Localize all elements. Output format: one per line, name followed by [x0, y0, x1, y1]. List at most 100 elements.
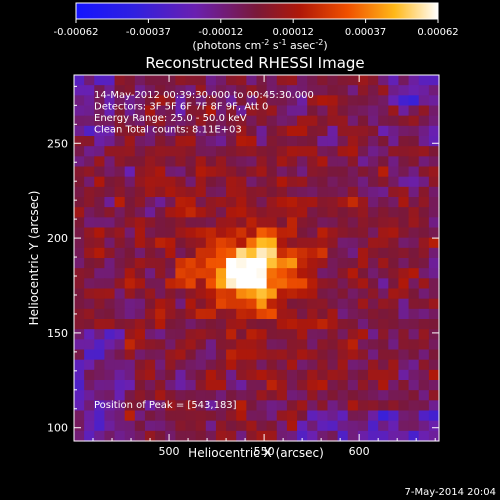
heatmap-cell: [195, 410, 207, 422]
heatmap-cell: [378, 298, 389, 310]
heatmap-cell: [398, 308, 410, 320]
heatmap-cell: [368, 146, 379, 157]
heatmap-cell: [205, 288, 217, 300]
heatmap-cell: [84, 410, 95, 422]
heatmap-cell: [357, 136, 369, 147]
heatmap-cell: [175, 146, 187, 157]
heatmap-cell: [246, 75, 258, 86]
heatmap-cell: [94, 420, 106, 432]
heatmap-cell: [398, 75, 410, 86]
heatmap-image: [74, 75, 440, 442]
heatmap-cell: [388, 156, 400, 168]
colorbar-tick-label: -0.00012: [198, 27, 243, 38]
heatmap-cell: [175, 319, 187, 330]
heatmap-cell: [114, 319, 126, 330]
heatmap-cell: [266, 85, 278, 96]
heatmap-cell: [175, 125, 187, 137]
heatmap-cell: [398, 319, 410, 330]
heatmap-cell: [368, 268, 379, 279]
heatmap-cell: [388, 186, 400, 198]
heatmap-cell: [408, 380, 420, 391]
heatmap-cell: [347, 369, 359, 381]
heatmap-cell: [155, 288, 166, 300]
heatmap-cell: [94, 156, 106, 168]
heatmap-cell: [418, 197, 430, 208]
heatmap-cell: [104, 319, 116, 330]
heatmap-cell: [266, 308, 278, 320]
heatmap-cell: [246, 176, 258, 188]
heatmap-cell: [134, 176, 146, 188]
heatmap-cell: [236, 410, 247, 422]
heatmap-cell: [307, 227, 318, 239]
heatmap-cell: [266, 176, 278, 188]
heatmap-cell: [84, 136, 95, 147]
heatmap-cell: [276, 288, 288, 300]
heatmap-cell: [297, 227, 308, 239]
heatmap-cell: [124, 369, 136, 381]
heatmap-cell: [347, 339, 359, 351]
heatmap-cell: [388, 359, 400, 371]
heatmap-cell: [266, 75, 278, 86]
heatmap-cell: [236, 197, 247, 208]
heatmap-cell: [286, 339, 298, 351]
heatmap-cell: [368, 186, 379, 198]
heatmap-cell: [327, 217, 339, 229]
heatmap-cell: [195, 85, 207, 96]
heatmap-cell: [337, 146, 349, 157]
heatmap-cell: [398, 380, 410, 391]
heatmap-cell: [378, 339, 389, 351]
heatmap-cell: [276, 298, 288, 310]
heatmap-cell: [84, 207, 95, 218]
heatmap-cell: [418, 247, 430, 259]
heatmap-cell: [398, 278, 410, 290]
heatmap-cell: [307, 420, 318, 432]
heatmap-cell: [104, 207, 116, 218]
heatmap-cell: [286, 298, 298, 310]
heatmap-cell: [347, 247, 359, 259]
heatmap-cell: [165, 115, 176, 127]
heatmap-cell: [114, 359, 126, 371]
heatmap-cell: [205, 227, 217, 239]
heatmap-cell: [357, 268, 369, 279]
heatmap-cell: [144, 237, 156, 249]
heatmap-cell: [317, 430, 329, 442]
heatmap-cell: [84, 380, 95, 391]
heatmap-cell: [368, 369, 379, 381]
heatmap-cell: [246, 207, 258, 218]
heatmap-cell: [388, 227, 400, 239]
heatmap-cell: [205, 156, 217, 168]
heatmap-cell: [337, 258, 349, 269]
heatmap-cell: [74, 430, 85, 442]
heatmap-cell: [215, 430, 227, 442]
heatmap-cell: [185, 369, 197, 381]
heatmap-cell: [84, 329, 95, 340]
heatmap-cell: [307, 308, 318, 320]
heatmap-cell: [104, 217, 116, 229]
heatmap-cell: [215, 390, 227, 401]
heatmap-cell: [195, 176, 207, 188]
heatmap-cell: [368, 308, 379, 320]
heatmap-cell: [165, 146, 176, 157]
heatmap-cell: [388, 319, 400, 330]
heatmap-cell: [94, 237, 106, 249]
heatmap-cell: [408, 400, 420, 412]
heatmap-cell: [276, 105, 288, 117]
heatmap-cell: [134, 339, 146, 351]
heatmap-cell: [286, 217, 298, 229]
heatmap-cell: [144, 258, 156, 269]
heatmap-cell: [144, 247, 156, 259]
heatmap-cell: [286, 319, 298, 330]
heatmap-cell: [94, 339, 106, 351]
heatmap-cell: [428, 176, 440, 188]
heatmap-cell: [378, 95, 389, 107]
heatmap-cell: [84, 288, 95, 300]
heatmap-cell: [74, 380, 85, 391]
heatmap-cell: [297, 258, 308, 269]
heatmap-cell: [94, 146, 106, 157]
heatmap-cell: [378, 400, 389, 412]
heatmap-cell: [266, 369, 278, 381]
heatmap-cell: [236, 105, 247, 117]
heatmap-cell: [195, 237, 207, 249]
heatmap-cell: [327, 420, 339, 432]
heatmap-cell: [74, 298, 85, 310]
